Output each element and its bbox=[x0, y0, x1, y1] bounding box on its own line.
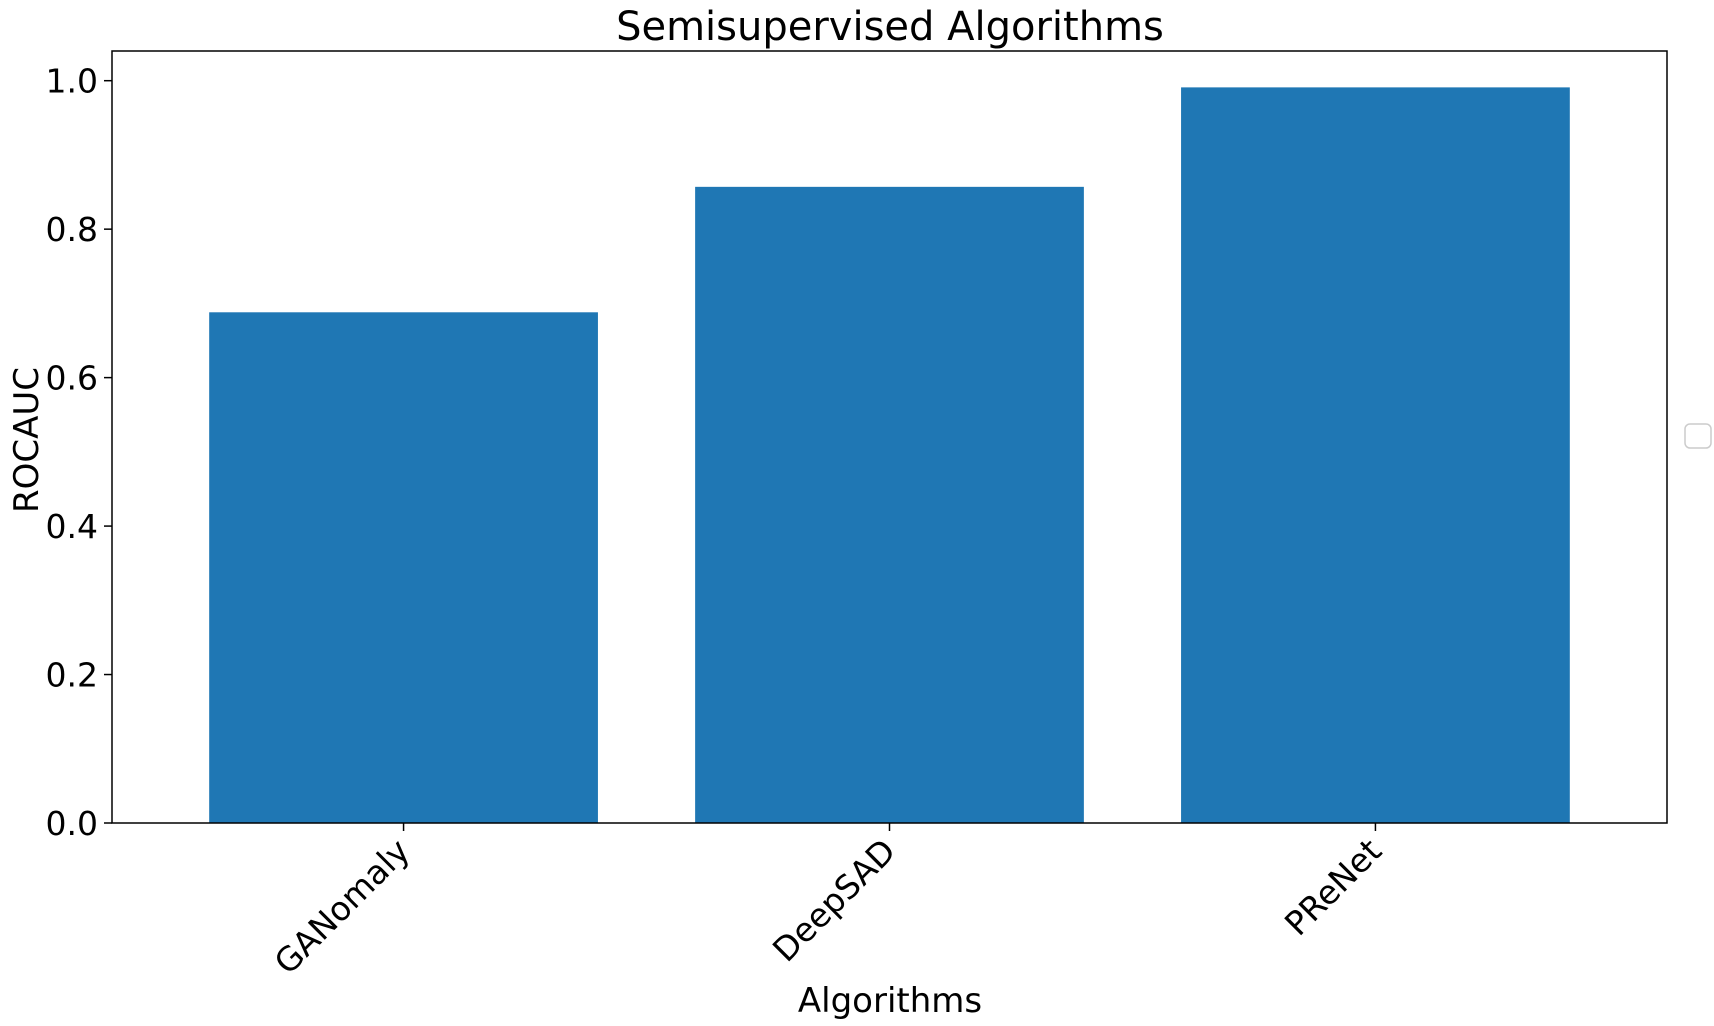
x-axis: GANomaly DeepSAD PReNet bbox=[267, 823, 1389, 982]
chart-title: Semisupervised Algorithms bbox=[616, 4, 1164, 50]
x-axis-label: Algorithms bbox=[798, 981, 982, 1021]
bar-ganomaly bbox=[209, 312, 598, 823]
x-tick-label: GANomaly bbox=[267, 831, 418, 982]
y-axis: 0.0 0.2 0.4 0.6 0.8 1.0 bbox=[46, 62, 112, 843]
y-tick-label: 1.0 bbox=[46, 62, 98, 101]
y-tick-label: 0.0 bbox=[46, 804, 98, 843]
y-axis-label: ROCAUC bbox=[7, 367, 47, 513]
y-tick-label: 0.2 bbox=[46, 656, 98, 695]
y-tick-label: 0.8 bbox=[46, 210, 98, 249]
bar-prenet bbox=[1181, 87, 1570, 824]
y-tick-label: 0.4 bbox=[46, 507, 98, 546]
bars bbox=[209, 87, 1570, 824]
x-tick-label: PReNet bbox=[1277, 831, 1389, 943]
legend-box bbox=[1684, 423, 1712, 449]
bar-deepsad bbox=[695, 186, 1084, 824]
x-tick-label: DeepSAD bbox=[765, 831, 903, 969]
y-tick-label: 0.6 bbox=[46, 359, 98, 398]
